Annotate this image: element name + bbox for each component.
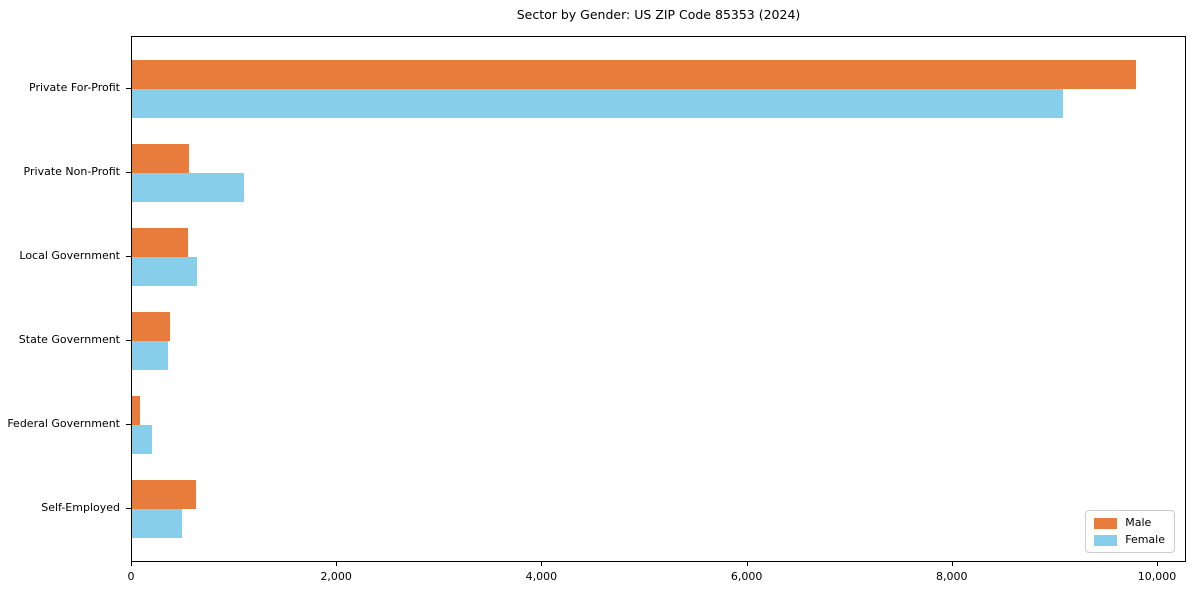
bar-female-5 — [132, 509, 183, 538]
plot-area: Male Female — [131, 36, 1186, 562]
bar-male-2 — [132, 228, 188, 257]
y-tick-mark — [126, 256, 131, 257]
x-tick-mark — [336, 562, 338, 566]
bar-male-4 — [132, 396, 141, 425]
y-tick-mark — [126, 424, 131, 425]
bar-male-1 — [132, 144, 189, 173]
legend: Male Female — [1085, 510, 1175, 553]
x-tick-mark — [1156, 562, 1158, 566]
y-tick-mark — [126, 508, 131, 509]
y-tick-mark — [126, 88, 131, 89]
bar-female-3 — [132, 341, 168, 370]
x-tick-mark — [951, 562, 953, 566]
x-tick-mark — [541, 562, 543, 566]
bar-female-2 — [132, 257, 197, 286]
y-tick-mark — [126, 340, 131, 341]
legend-label-male: Male — [1125, 516, 1152, 529]
x-tick-label: 10,000 — [1137, 570, 1177, 583]
x-tick-label: 6,000 — [730, 570, 763, 583]
bar-male-3 — [132, 312, 171, 341]
x-tick-label: 8,000 — [936, 570, 968, 583]
legend-label-female: Female — [1125, 533, 1165, 546]
y-tick-label: State Government — [18, 333, 120, 346]
y-tick-label: Federal Government — [7, 417, 120, 430]
legend-item-male: Male — [1094, 517, 1165, 529]
x-tick-mark — [131, 562, 132, 566]
y-tick-label: Local Government — [19, 249, 120, 262]
chart-title: Sector by Gender: US ZIP Code 85353 (202… — [516, 7, 801, 22]
bar-female-1 — [132, 173, 244, 202]
x-tick-label: 4,000 — [525, 570, 558, 583]
x-tick-label: 0 — [127, 570, 135, 583]
x-tick-label: 2,000 — [320, 570, 352, 583]
x-tick-mark — [746, 562, 748, 566]
bar-male-0 — [132, 60, 1136, 89]
male-color-swatch — [1094, 517, 1118, 529]
bar-male-5 — [132, 480, 197, 509]
y-tick-mark — [126, 172, 131, 173]
female-color-swatch — [1094, 534, 1118, 546]
y-tick-label: Private For-Profit — [29, 81, 120, 94]
y-tick-label: Private Non-Profit — [23, 165, 120, 178]
legend-item-female: Female — [1094, 534, 1165, 546]
bar-female-0 — [132, 89, 1064, 118]
bar-female-4 — [132, 425, 152, 454]
y-tick-label: Self-Employed — [41, 501, 120, 514]
